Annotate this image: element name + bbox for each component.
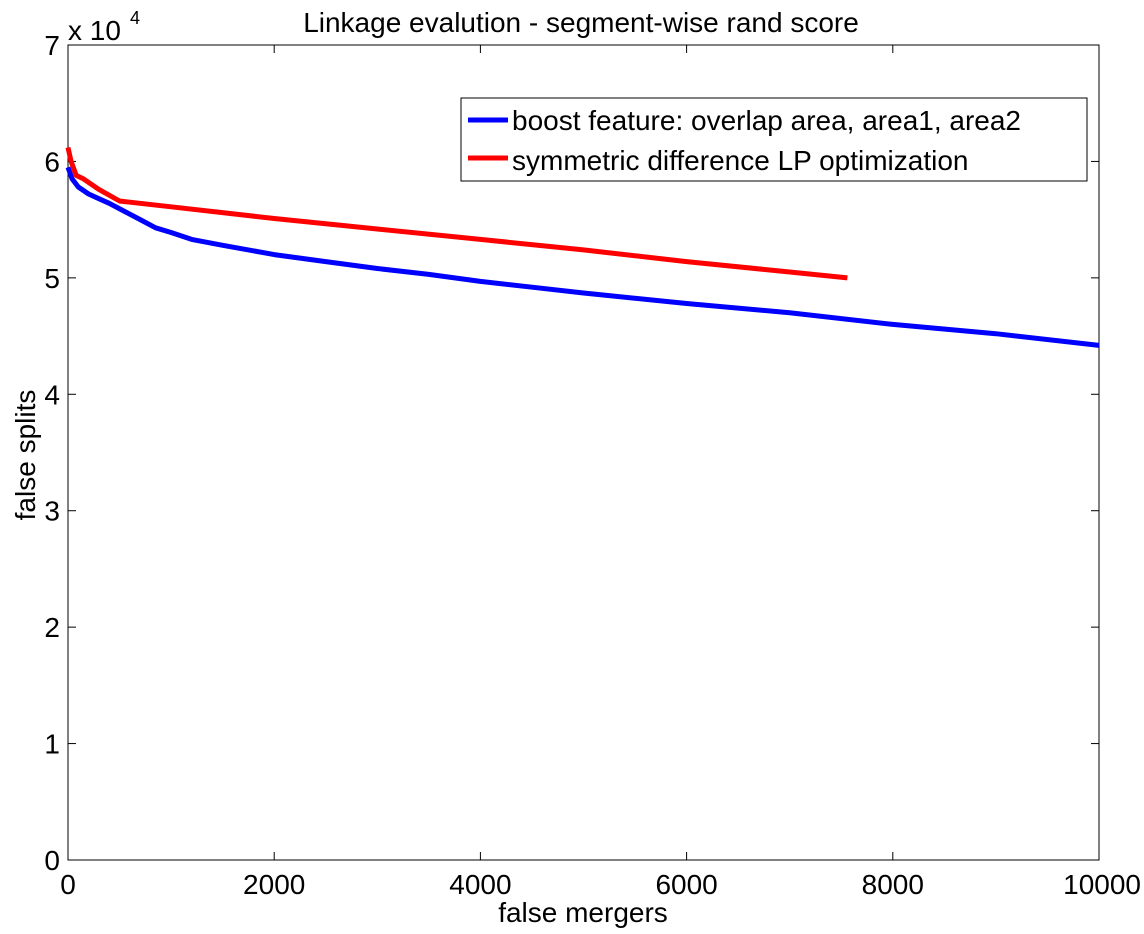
x-tick-label: 0 (60, 869, 76, 900)
y-axis-label: false splits (10, 390, 41, 521)
y-axis-multiplier: x 10 4 (68, 8, 140, 46)
x-tick-label: 2000 (243, 869, 305, 900)
y-tick-label: 2 (44, 612, 60, 643)
x-tick-label: 4000 (449, 869, 511, 900)
x-tick-label: 6000 (655, 869, 717, 900)
y-tick-label: 1 (44, 729, 60, 760)
legend-label-boost: boost feature: overlap area, area1, area… (512, 105, 1021, 136)
legend: boost feature: overlap area, area1, area… (460, 97, 1088, 182)
y-axis-ticks: 0 1 2 3 4 5 6 7 (44, 30, 1099, 876)
series-layer (65, 146, 1100, 348)
x-tick-label: 10000 (1063, 869, 1141, 900)
legend-label-lp: symmetric difference LP optimization (512, 145, 969, 176)
y-tick-label: 3 (44, 496, 60, 527)
y-multiplier-exponent: 4 (130, 8, 140, 28)
x-axis-ticks: 0 2000 4000 6000 8000 10000 (60, 45, 1141, 900)
y-tick-label: 7 (44, 30, 60, 61)
y-tick-label: 0 (44, 845, 60, 876)
series-line-lp (65, 146, 848, 281)
legend-box (460, 97, 1088, 182)
y-tick-label: 5 (44, 263, 60, 294)
x-axis-label: false mergers (498, 897, 668, 928)
y-multiplier-prefix: x 10 (68, 15, 121, 46)
chart-title: Linkage evalution - segment-wise rand sc… (303, 7, 859, 38)
x-tick-label: 8000 (862, 869, 924, 900)
y-tick-label: 6 (44, 146, 60, 177)
series-line-boost (65, 166, 1100, 348)
y-tick-label: 4 (44, 379, 60, 410)
